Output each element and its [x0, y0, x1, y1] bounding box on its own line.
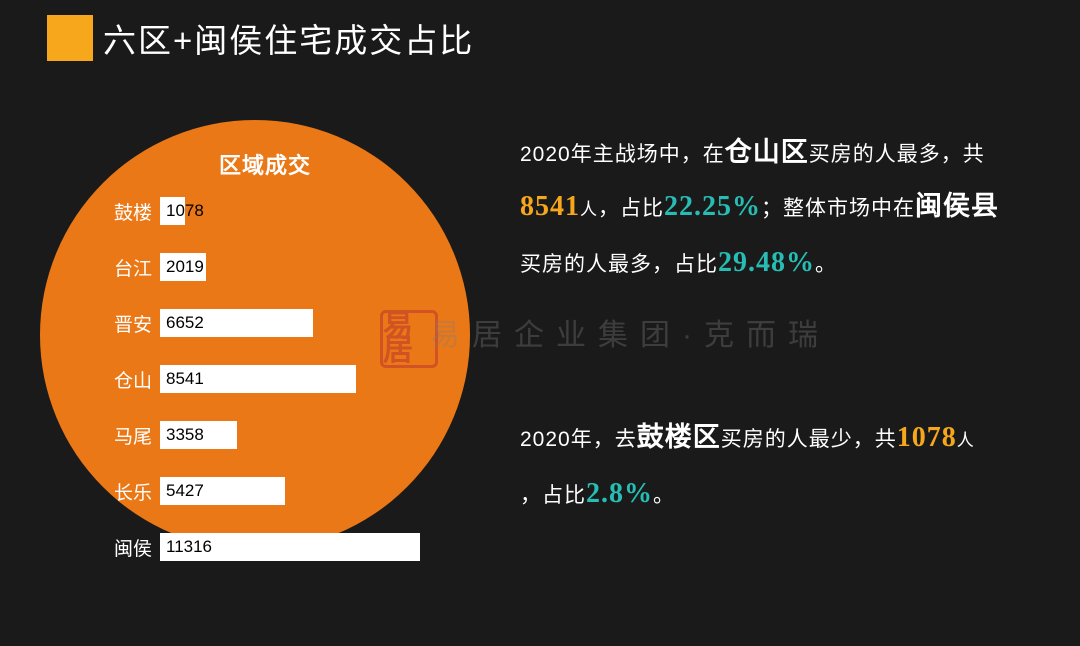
bar-label: 长乐 [30, 478, 160, 505]
text: 买房的人最多，占比 [520, 253, 718, 276]
summary-text-2: 2020年，去鼓楼区买房的人最少，共1078人 ，占比2.8%。 [520, 410, 1060, 522]
highlight-percent: 2.8% [586, 478, 653, 509]
chart-row: 鼓楼1078 [30, 195, 420, 227]
highlight-value: 1078 [897, 422, 957, 453]
chart-row: 仓山8541 [30, 363, 420, 395]
summary-text-1: 2020年主战场中，在仓山区买房的人最多，共 8541人，占比22.25%；整体… [520, 125, 1060, 291]
bar: 8541 [160, 365, 356, 393]
bar-label: 仓山 [30, 366, 160, 393]
title-bar: 六区+闽侯住宅成交占比 [47, 14, 474, 62]
bar: 1078 [160, 197, 185, 225]
highlight-region: 仓山区 [725, 137, 809, 167]
text: ，占比 [520, 484, 586, 507]
bar: 6652 [160, 309, 313, 337]
chart-row: 马尾3358 [30, 419, 420, 451]
bar-label: 闽侯 [30, 534, 160, 561]
bar: 2019 [160, 253, 206, 281]
text: ，占比 [598, 197, 664, 220]
chart-bars-container: 鼓楼1078 台江2019 晋安6652 仓山8541 马尾3358 长乐5427 闽侯11… [30, 195, 420, 587]
text: 买房的人最多，共 [809, 143, 985, 166]
highlight-percent: 22.25% [664, 191, 761, 222]
highlight-percent: 29.48% [718, 247, 815, 278]
highlight-region: 鼓楼区 [637, 422, 721, 452]
bar-label: 晋安 [30, 310, 160, 337]
text: ；整体市场中在 [761, 197, 915, 220]
bar-value: 6652 [160, 313, 204, 333]
bar-value: 8541 [160, 369, 204, 389]
text: 买房的人最少，共 [721, 428, 897, 451]
chart-title: 区域成交 [30, 148, 500, 180]
chart-row: 台江2019 [30, 251, 420, 283]
watermark-text: 易居企业集团·克而瑞 [430, 310, 830, 354]
page-title: 六区+闽侯住宅成交占比 [103, 14, 474, 62]
text: 2020年主战场中，在 [520, 143, 725, 166]
text: 人 [957, 431, 975, 450]
bar: 11316 [160, 533, 420, 561]
title-square-icon [47, 15, 93, 61]
bar-value: 11316 [160, 537, 212, 557]
bar-value: 1078 [160, 201, 204, 221]
chart-row: 闽侯11316 [30, 531, 420, 563]
chart-row: 长乐5427 [30, 475, 420, 507]
bar-value: 2019 [160, 257, 204, 277]
bar-value: 5427 [160, 481, 204, 501]
chart-row: 晋安6652 [30, 307, 420, 339]
bar-label: 鼓楼 [30, 198, 160, 225]
text: 。 [653, 484, 675, 507]
highlight-region: 闽侯县 [915, 191, 999, 221]
bar-label: 台江 [30, 254, 160, 281]
bar-value: 3358 [160, 425, 204, 445]
text: 人 [580, 200, 598, 219]
bar-label: 马尾 [30, 422, 160, 449]
bar: 3358 [160, 421, 237, 449]
highlight-value: 8541 [520, 191, 580, 222]
text: 。 [815, 253, 837, 276]
bar: 5427 [160, 477, 285, 505]
text: 2020年，去 [520, 428, 637, 451]
